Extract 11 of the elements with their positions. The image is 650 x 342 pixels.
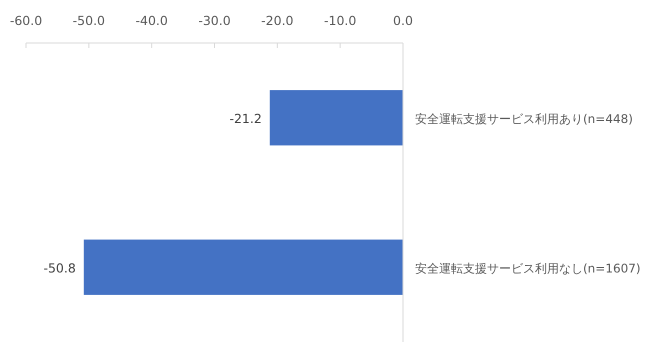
x-tick-label: -30.0: [198, 13, 231, 28]
y-tick-label: 安全運転支援サービス利用あり(n=448): [415, 112, 633, 126]
y-tick-label: 安全運転支援サービス利用なし(n=1607): [415, 261, 641, 276]
x-tick-label: 0.0: [393, 13, 413, 28]
x-tick-label: -40.0: [135, 13, 168, 28]
x-tick-label: -20.0: [261, 13, 294, 28]
x-tick-label: -10.0: [324, 13, 356, 28]
x-tick-label: -60.0: [10, 13, 42, 28]
x-tick-label: -50.0: [72, 13, 106, 28]
data-label: -21.2: [229, 110, 262, 126]
data-label: -50.8: [43, 260, 76, 276]
